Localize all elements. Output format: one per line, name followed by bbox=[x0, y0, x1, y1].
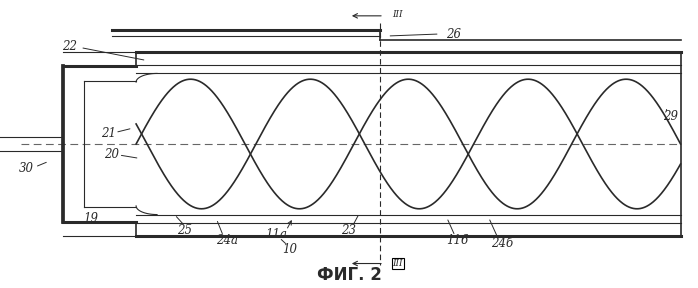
Text: 21: 21 bbox=[101, 127, 116, 141]
Text: 11а: 11а bbox=[265, 228, 287, 241]
Text: 25: 25 bbox=[177, 224, 193, 237]
Text: 26: 26 bbox=[446, 28, 461, 41]
Text: 30: 30 bbox=[19, 162, 34, 175]
Text: 10: 10 bbox=[282, 242, 297, 256]
Text: 19: 19 bbox=[83, 212, 98, 226]
Text: ФИГ. 2: ФИГ. 2 bbox=[317, 266, 381, 284]
Text: 22: 22 bbox=[62, 39, 77, 53]
Text: 23: 23 bbox=[341, 224, 357, 237]
Text: 116: 116 bbox=[446, 234, 468, 247]
Text: 29: 29 bbox=[662, 110, 678, 123]
Text: III: III bbox=[392, 259, 403, 268]
Text: 20: 20 bbox=[104, 147, 119, 161]
Text: III: III bbox=[392, 10, 403, 19]
Text: 24б: 24б bbox=[491, 237, 514, 250]
Text: 24а: 24а bbox=[216, 234, 238, 247]
